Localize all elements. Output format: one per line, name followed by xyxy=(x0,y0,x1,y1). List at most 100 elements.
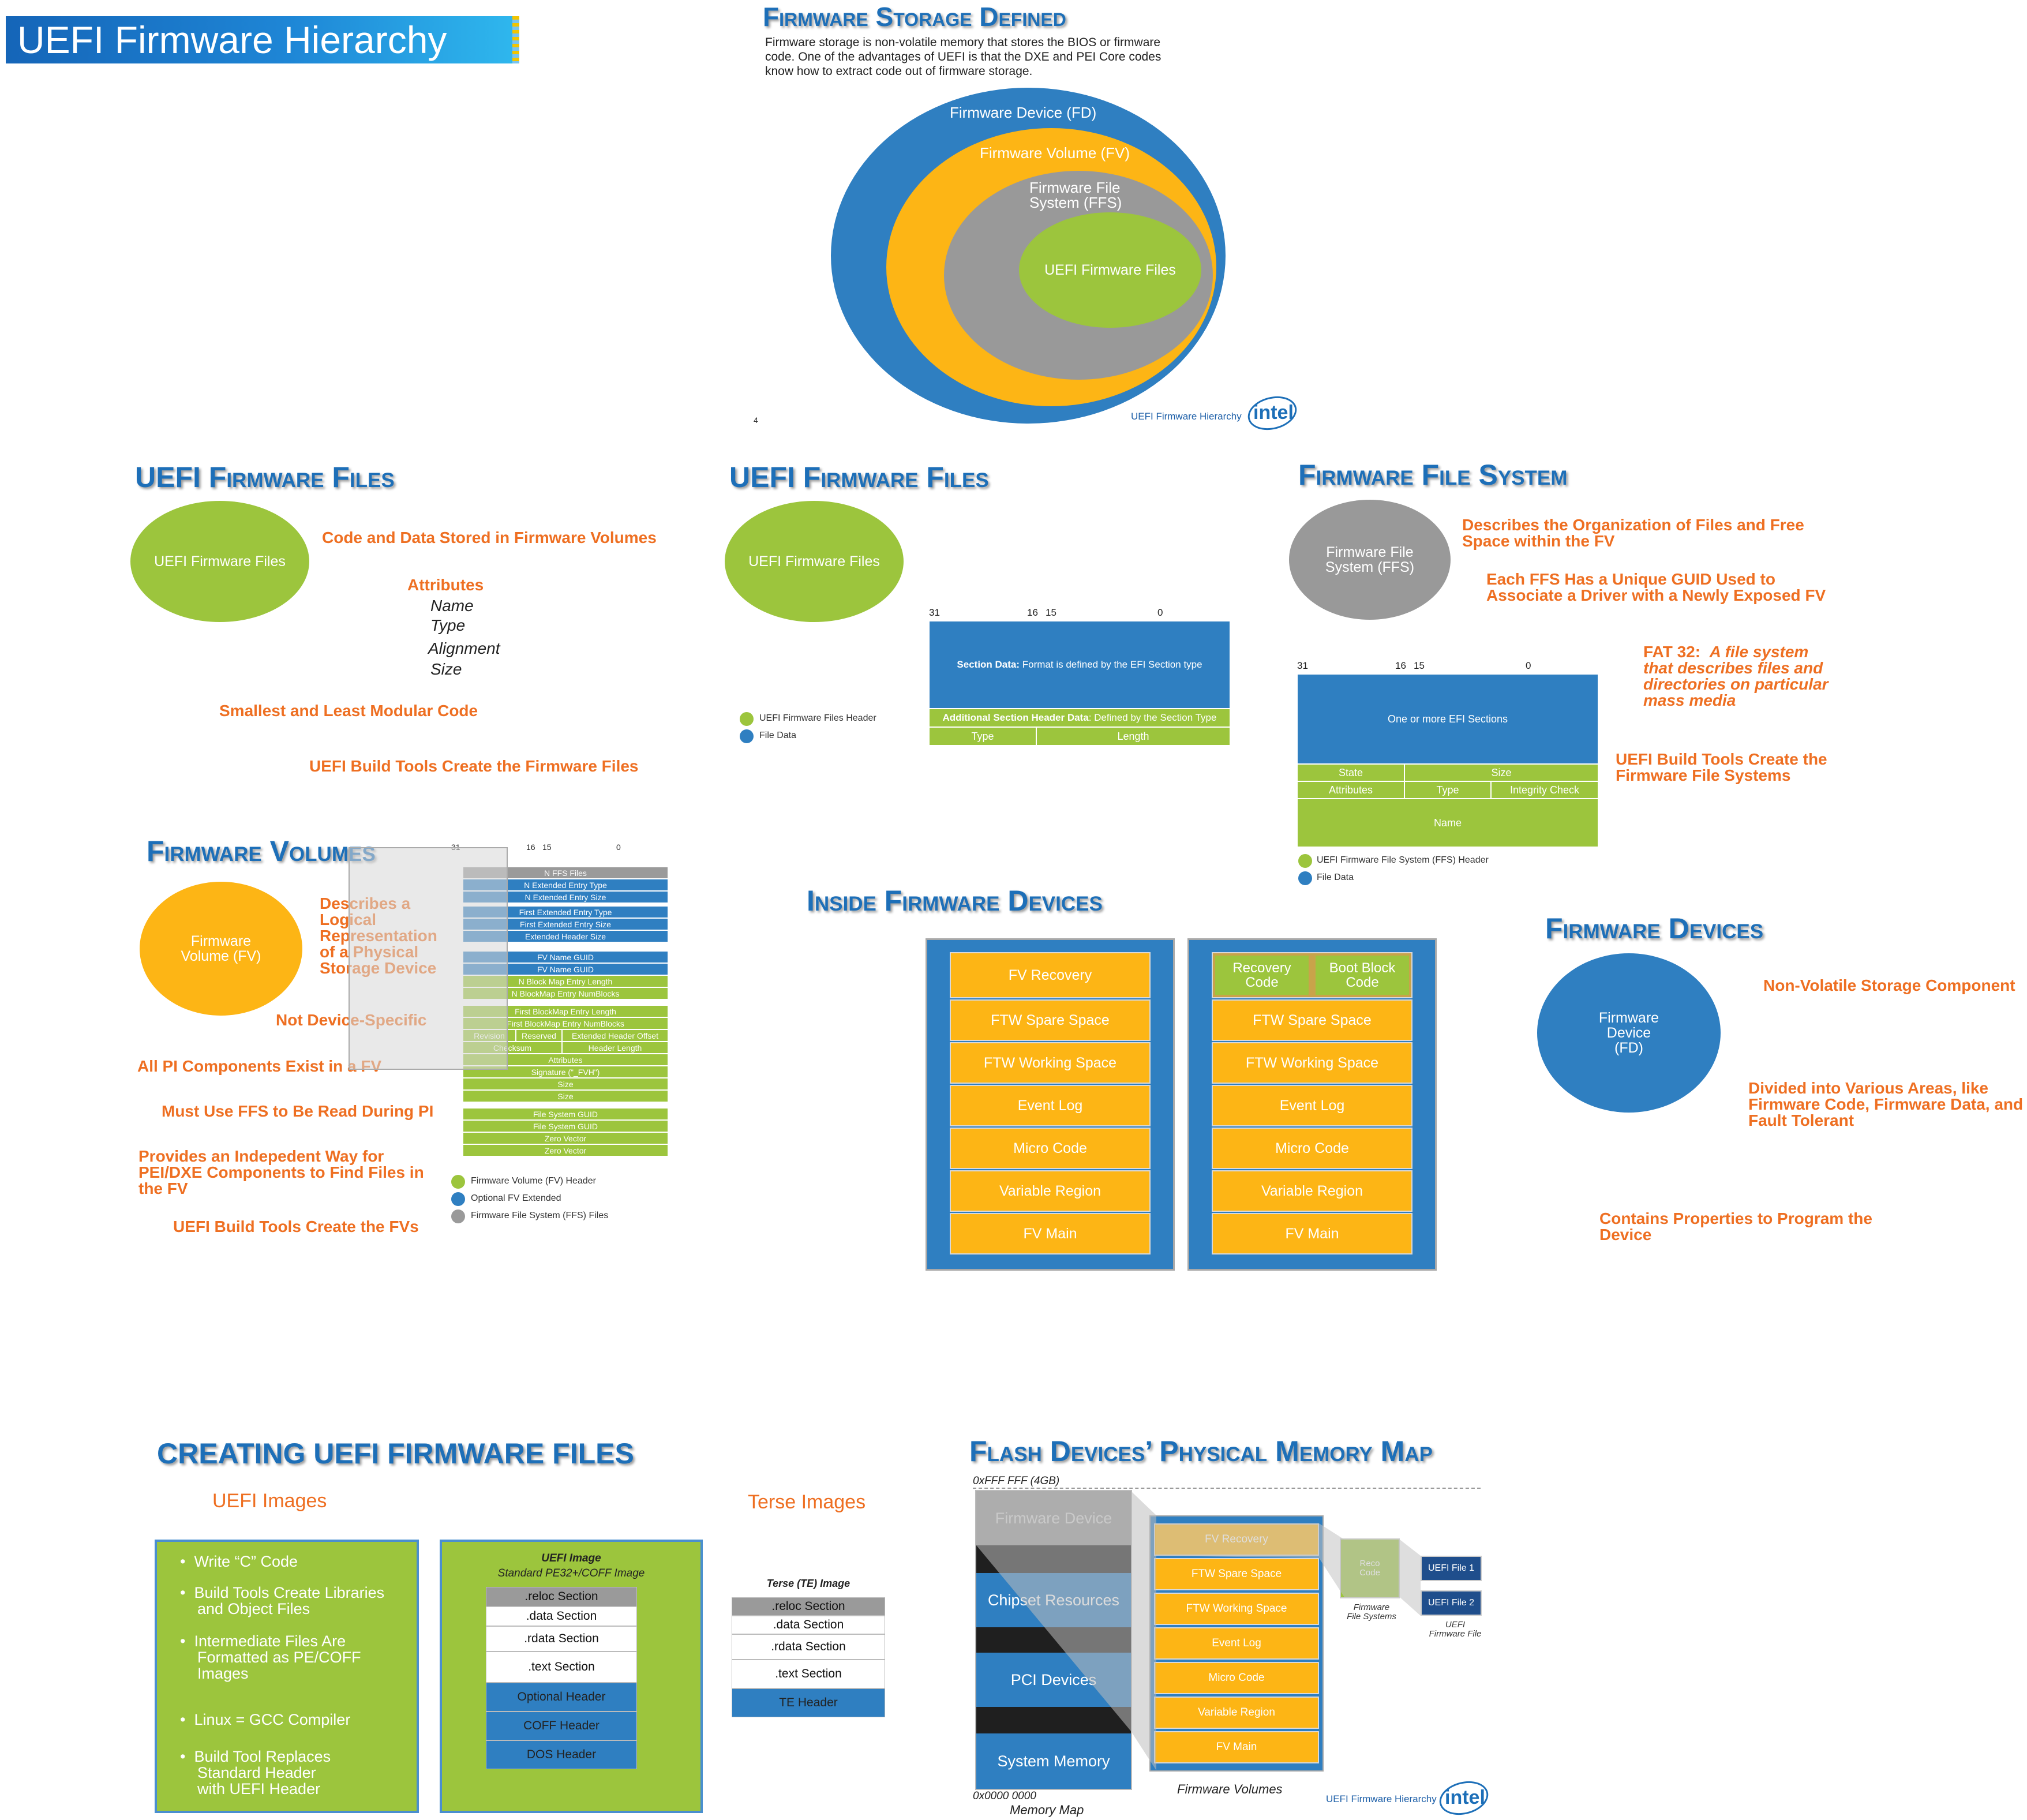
memmap-pci-devices: PCI Devices xyxy=(976,1653,1131,1707)
fd-title: Firmware Devices xyxy=(1545,912,1764,945)
fd-ellipse: Firmware Device (FD) xyxy=(1537,953,1721,1113)
ffs-legend-data: File Data xyxy=(1317,872,1354,882)
files2-ellipse: UEFI Firmware Files xyxy=(725,501,904,622)
inside-right-fv-main: FV Main xyxy=(1212,1213,1412,1254)
fv-row-n-ffs-files: N FFS Files xyxy=(463,867,668,879)
creating-bullet-2: • Build Tools Create Libraries and Object… xyxy=(180,1584,385,1617)
ffs-ellipse-label-1: Firmware File xyxy=(1029,179,1121,196)
inside-right-recovery-code: Recovery Code xyxy=(1215,956,1309,995)
creating-title: Creating UEFI Firmware Files xyxy=(157,1437,634,1470)
storage-page-number: 4 xyxy=(754,415,758,425)
inside-right-micro-code: Micro Code xyxy=(1212,1128,1412,1169)
fv-overlay-panel xyxy=(349,847,508,1070)
fv-row-attributes: Attributes xyxy=(463,1054,668,1066)
ffs-bit-0: 0 xyxy=(1526,660,1531,671)
uefi-image-data: .data Section xyxy=(486,1606,637,1626)
ffs-attributes: Attributes xyxy=(1297,781,1404,799)
ffs-state: State xyxy=(1297,764,1404,781)
flash-bottom-address: 0x0000 0000 xyxy=(973,1790,1036,1802)
flash-uefi-file-2: UEFI File 2 xyxy=(1421,1590,1482,1616)
fv-bit-15: 15 xyxy=(542,842,552,852)
fv-row-n-ext-size: N Extended Entry Size xyxy=(463,891,668,903)
fv-bullet-build-tools: UEFI Build Tools Create the FVs xyxy=(173,1218,419,1235)
ffs-size: Size xyxy=(1404,764,1598,781)
files2-section-data-text: Format is defined by the EFI Section typ… xyxy=(1020,659,1202,670)
memmap-system-memory-label: System Memory xyxy=(997,1752,1110,1770)
te-image-reloc: .reloc Section xyxy=(732,1597,885,1616)
files2-bit-31: 31 xyxy=(929,607,940,618)
flash-title: Flash Devices’ Physical Memory Map xyxy=(969,1435,1433,1467)
creating-uefi-images-label: UEFI Images xyxy=(212,1490,327,1512)
fv-bullet-all-pi: All PI Components Exist in a FV xyxy=(137,1057,382,1075)
fv-ellipse-label: Firmware Volume (FV) xyxy=(980,144,1130,162)
uefi-image-optional-header: Optional Header xyxy=(486,1683,637,1712)
fv-legend-ffs: Firmware File System (FFS) Files xyxy=(471,1211,609,1220)
files1-attr-name: Name xyxy=(430,597,474,615)
files2-legend-header: UEFI Firmware Files Header xyxy=(759,713,876,723)
flash-fv-variable-region: Variable Region xyxy=(1154,1697,1319,1729)
ffs-bit-31: 31 xyxy=(1297,660,1308,671)
files2-bit-0: 0 xyxy=(1157,607,1163,618)
files2-additional-header-bold: Additional Section Header Data xyxy=(942,712,1089,723)
fv-bullet-independent-1: Provides an Indepedent Way for xyxy=(138,1147,384,1165)
ffs-legend-data-dot xyxy=(1298,871,1312,885)
ffs-legend-header-dot xyxy=(1298,854,1312,868)
fv-row-first-ext-type: First Extended Entry Type xyxy=(463,906,668,918)
inside-left-fv-main: FV Main xyxy=(950,1213,1151,1254)
te-image-rdata: .rdata Section xyxy=(732,1634,885,1660)
ffs-ellipse-label: Firmware File System (FFS) xyxy=(1325,544,1415,575)
fv-row-header-length: Header Length xyxy=(562,1042,668,1054)
uefi-image-text: .text Section xyxy=(486,1652,637,1683)
te-image-text: .text Section xyxy=(732,1660,885,1688)
inside-left-variable-region: Variable Region xyxy=(950,1170,1151,1212)
storage-desc-line-1: Firmware storage is non-volatile memory … xyxy=(765,36,1161,49)
fv-legend-optional: Optional FV Extended xyxy=(471,1193,561,1203)
fv-row-zero-vector-2: Zero Vector xyxy=(463,1144,668,1156)
files1-attr-size: Size xyxy=(430,660,462,678)
files2-additional-header-text: : Defined by the Section Type xyxy=(1088,712,1217,723)
ffs-ellipse-label-2: System (FFS) xyxy=(1029,194,1122,211)
flash-ffs-box: Reco Code xyxy=(1340,1538,1400,1598)
inside-right-boot-block-code: Boot Block Code xyxy=(1316,956,1409,995)
creating-bullet-4: • Linux = GCC Compiler xyxy=(180,1711,351,1728)
fv-bit-0: 0 xyxy=(616,842,621,852)
ffs-bullet-build-tools-2: Firmware File Systems xyxy=(1616,766,1791,784)
flash-fv-micro-code: Micro Code xyxy=(1154,1662,1319,1694)
flash-memory-map-caption: Memory Map xyxy=(1010,1803,1084,1817)
fd-bullet-properties-2: Device xyxy=(1599,1226,1652,1244)
files1-bullet-build-tools: UEFI Build Tools Create the Firmware Fil… xyxy=(309,757,639,775)
ffs-name: Name xyxy=(1297,799,1598,847)
memmap-chipset-resources-label: Chipset Resources xyxy=(987,1591,1120,1609)
fv-bullet-independent-2: PEI/DXE Components to Find Files in xyxy=(138,1163,424,1181)
flash-fv-main: FV Main xyxy=(1154,1731,1319,1763)
storage-desc-line-2: code. One of the advantages of UEFI is t… xyxy=(765,50,1162,63)
files2-bit-15: 15 xyxy=(1046,607,1056,618)
files1-ellipse: UEFI Firmware Files xyxy=(130,501,309,622)
inside-left-event-log: Event Log xyxy=(950,1085,1151,1126)
flash-fv-ftw-working: FTW Working Space xyxy=(1154,1593,1319,1625)
files2-additional-header: Additional Section Header Data: Defined … xyxy=(929,709,1230,727)
fv-legend-header-dot xyxy=(451,1175,465,1189)
fv-bullet-independent-3: the FV xyxy=(138,1179,188,1197)
inside-left-ftw-working: FTW Working Space xyxy=(950,1042,1151,1084)
ffs-bullet-organization-2: Space within the FV xyxy=(1462,532,1615,550)
inside-left-ftw-spare: FTW Spare Space xyxy=(950,999,1151,1041)
fd-bullet-divided-2: Firmware Code, Firmware Data, and xyxy=(1748,1095,2024,1113)
fv-row-n-blockmap-length: N Block Map Entry Length xyxy=(463,975,668,987)
te-image-te-header: TE Header xyxy=(732,1688,885,1717)
ffs-type: Type xyxy=(1404,781,1491,799)
files-ellipse: UEFI Firmware Files xyxy=(1019,212,1201,328)
fv-row-n-ext-type: N Extended Entry Type xyxy=(463,879,668,891)
fv-row-size-1: Size xyxy=(463,1078,668,1090)
ffs-fat32-line-1: FAT 32: A file system xyxy=(1643,643,1809,661)
files2-ellipse-label: UEFI Firmware Files xyxy=(748,553,880,570)
fv-row-size-2: Size xyxy=(463,1090,668,1102)
ffs-bullet-build-tools-1: UEFI Build Tools Create the xyxy=(1616,750,1827,768)
fd-ellipse-label: Firmware Device (FD) xyxy=(950,104,1097,121)
fv-legend-header: Firmware Volume (FV) Header xyxy=(471,1176,596,1186)
intel-logo-text: intel xyxy=(1253,402,1294,424)
creating-bullets-box xyxy=(155,1540,419,1813)
te-image-title: Terse (TE) Image xyxy=(766,1578,850,1589)
ffs-sections: One or more EFI Sections xyxy=(1297,674,1598,764)
files2-bit-16: 16 xyxy=(1027,607,1038,618)
